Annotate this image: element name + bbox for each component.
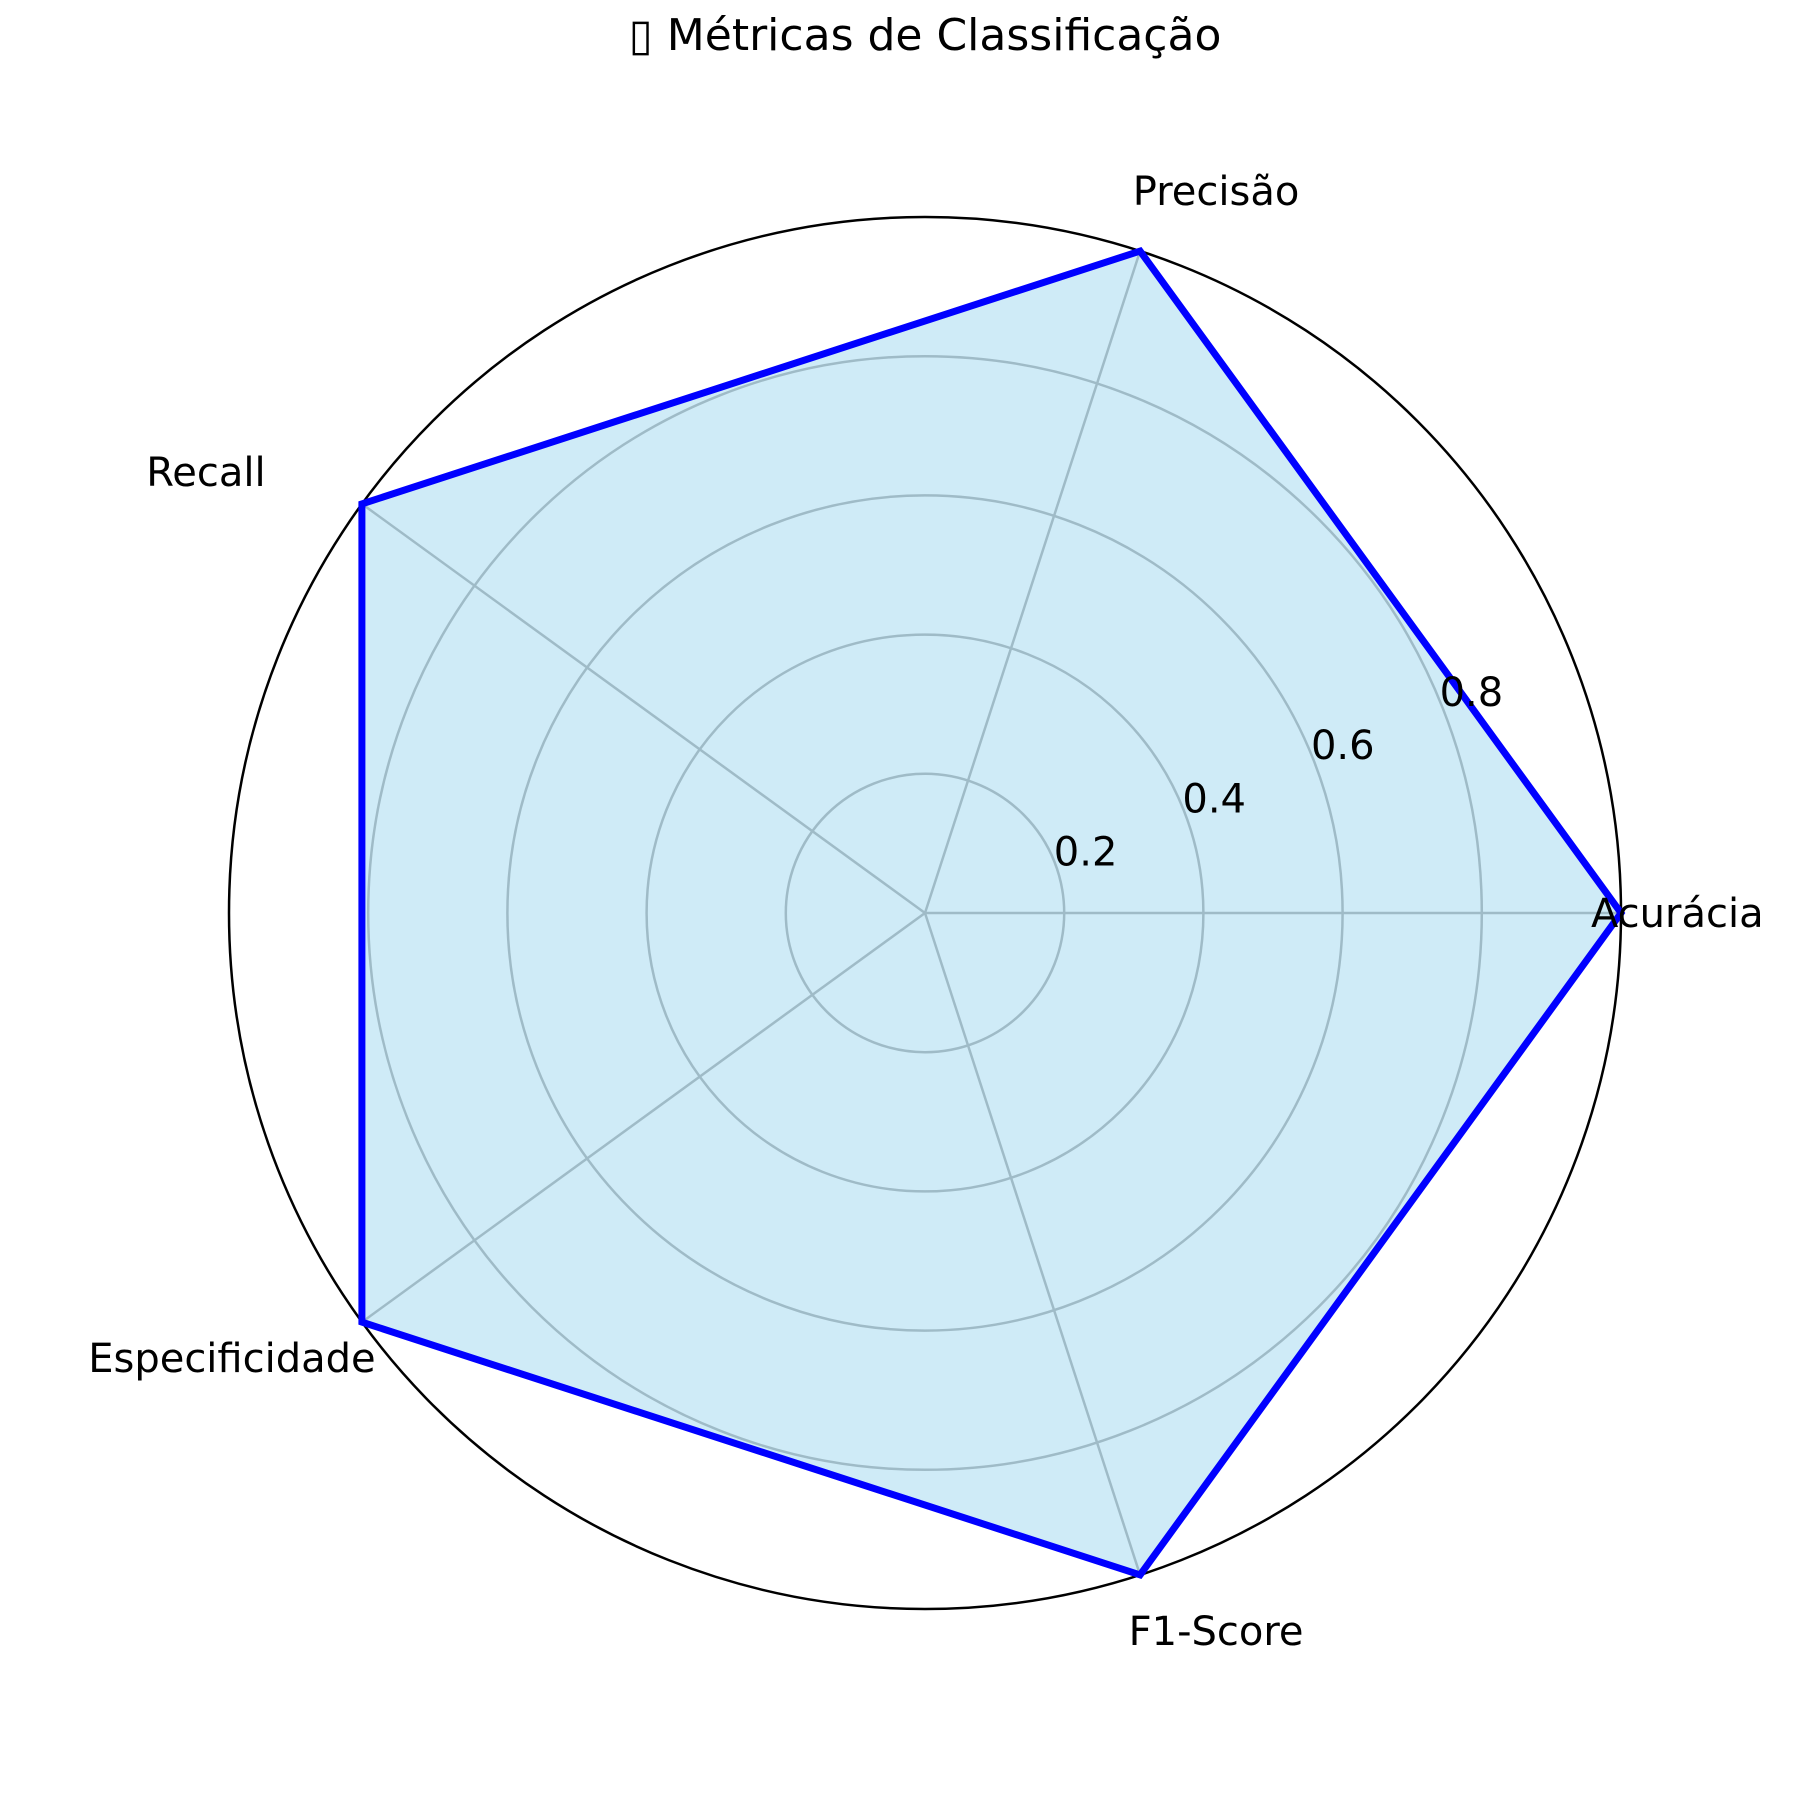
grid-layer xyxy=(227,215,1623,1611)
axis-label-3: Recall xyxy=(146,450,265,496)
axis-label-1: Acurácia xyxy=(1591,891,1764,937)
chart-title: ▯ Métricas de Classificação xyxy=(629,10,1222,61)
radial-tick-label-2: 0.4 xyxy=(1182,776,1246,822)
series-area xyxy=(361,251,1621,1575)
spoke-4 xyxy=(361,911,926,1324)
series-line xyxy=(358,246,1626,1580)
axis-label-5: F1-Score xyxy=(1129,1609,1304,1655)
axis-label-4: Especificidade xyxy=(88,1336,375,1382)
spoke-2 xyxy=(923,250,1142,914)
radial-tick-label-1: 0.2 xyxy=(1054,830,1118,876)
radial-tick-label-3: 0.6 xyxy=(1311,723,1375,769)
label-layer: Acurácia Precisão Recall Especificidade F1-S… xyxy=(88,169,1763,1655)
data-layer xyxy=(358,246,1626,1580)
spoke-3 xyxy=(361,502,926,915)
axis-label-2: Precisão xyxy=(1133,169,1300,215)
spoke-5 xyxy=(923,912,1142,1576)
radial-tick-label-4: 0.8 xyxy=(1440,670,1504,716)
